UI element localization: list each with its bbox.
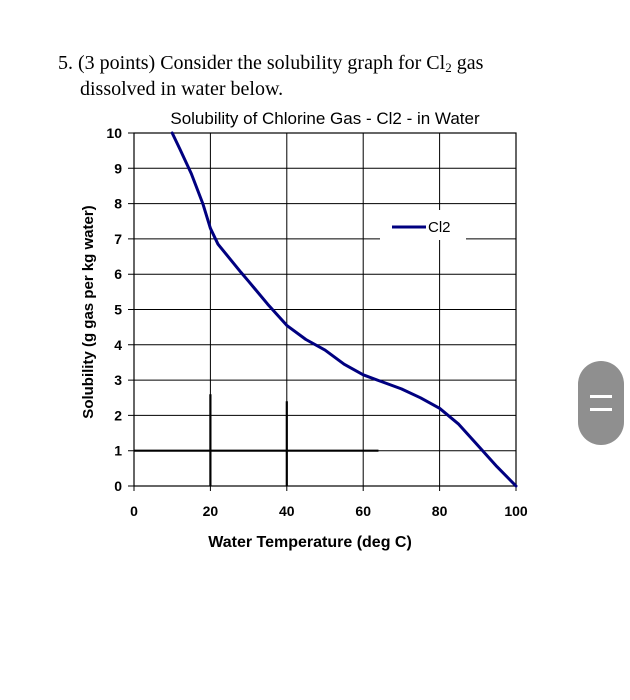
series-line-cl2 [170, 131, 518, 488]
legend-label: Cl2 [428, 219, 451, 236]
y-tick-label: 0 [114, 478, 122, 494]
x-tick-label: 0 [130, 503, 138, 519]
scroll-handle[interactable] [578, 361, 624, 445]
legend-box [380, 210, 466, 240]
x-tick-label: 20 [203, 503, 219, 519]
question-line-2: dissolved in water below. [80, 78, 284, 100]
y-tick-label: 9 [114, 160, 122, 176]
x-axis-label: Water Temperature (deg C) [208, 534, 412, 551]
y-tick-label: 7 [114, 231, 122, 247]
y-tick-label: 4 [114, 337, 122, 353]
x-tick-label: 100 [504, 503, 528, 519]
y-tick-label: 6 [114, 266, 122, 282]
x-tick-label: 80 [432, 503, 448, 519]
y-axis-label: Solubility (g gas per kg water) [80, 205, 97, 418]
y-tick-label: 3 [114, 372, 122, 388]
y-tick-label: 1 [114, 443, 122, 459]
plot-area [133, 132, 517, 487]
drag-handle-icon [590, 395, 612, 411]
y-tick-label: 8 [114, 196, 122, 212]
x-tick-label: 40 [279, 503, 295, 519]
x-tick-label: 60 [355, 503, 371, 519]
chart-title: Solubility of Chlorine Gas - Cl2 - in Wa… [170, 109, 480, 128]
y-tick-label: 5 [114, 302, 122, 318]
question-line-1: 5. (3 points) Consider the solubility gr… [58, 52, 484, 75]
y-tick-label: 2 [114, 407, 122, 423]
y-tick-label: 10 [106, 125, 122, 141]
question-text: 5. (3 points) Consider the solubility gr… [58, 50, 578, 102]
